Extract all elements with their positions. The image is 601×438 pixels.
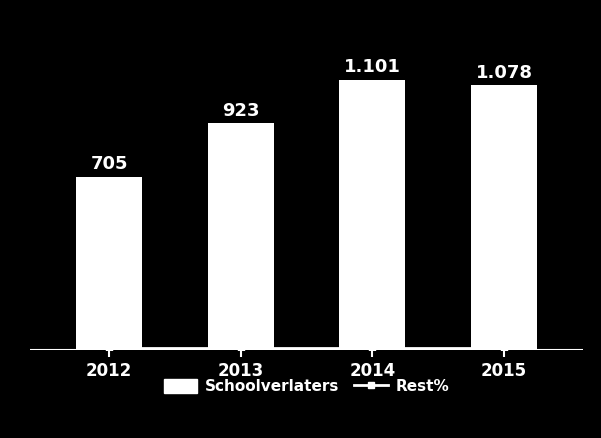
Bar: [208, 124, 273, 350]
Legend: Schoolverlaters, Rest%: Schoolverlaters, Rest%: [157, 373, 456, 400]
Bar: [76, 177, 142, 350]
Text: 923: 923: [222, 102, 260, 120]
Bar: [340, 80, 405, 350]
Text: 1.101: 1.101: [344, 58, 401, 76]
Text: 1.078: 1.078: [475, 64, 532, 81]
Text: 705: 705: [90, 155, 128, 173]
Bar: [471, 85, 537, 350]
